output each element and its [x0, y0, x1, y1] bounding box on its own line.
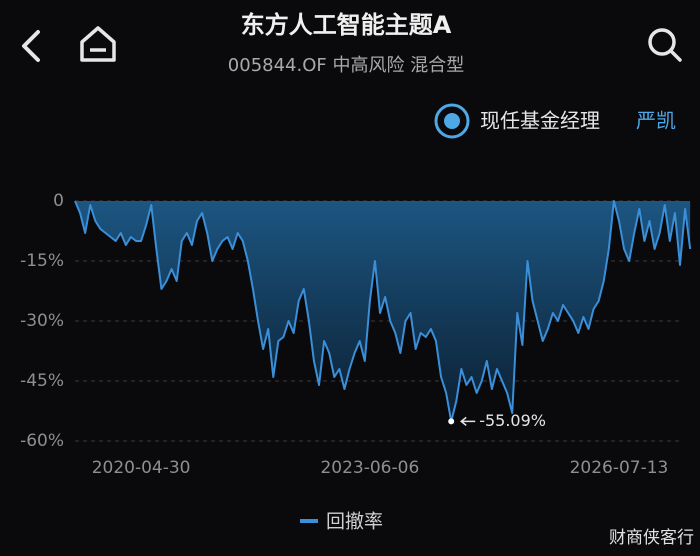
x-tick-label: 2023-06-06 — [320, 458, 419, 478]
search-button[interactable] — [648, 28, 682, 62]
min-point — [448, 418, 455, 425]
legend-label: 回撤率 — [326, 511, 383, 533]
fund-subtitle: 005844.OF 中高风险 混合型 — [228, 55, 464, 76]
drawdown-line — [74, 200, 692, 423]
annotation-arrow — [460, 416, 476, 426]
radio-outer — [434, 103, 470, 139]
chart: 0 -15% -30% -45% -60% 2020-04-30 2023-06-06 202… — [20, 191, 692, 478]
manager-name[interactable]: 严凯 — [636, 109, 676, 133]
drawdown-area — [75, 201, 691, 422]
watermark: 财商侠客行 — [609, 528, 694, 548]
annotation: -55.09% — [479, 411, 546, 430]
back-button[interactable] — [22, 30, 40, 62]
y-tick-label: -30% — [20, 311, 64, 331]
y-tick-label: -60% — [20, 431, 64, 451]
legend-swatch — [300, 519, 318, 523]
manager-toggle[interactable] — [434, 103, 470, 139]
y-tick-label: 0 — [53, 191, 64, 211]
manager-label: 现任基金经理 — [480, 109, 600, 133]
y-tick-label: -45% — [20, 371, 64, 391]
fund-title: 东方人工智能主题A — [241, 11, 452, 39]
y-tick-label: -15% — [20, 251, 64, 271]
x-tick-label: 2020-04-30 — [92, 458, 191, 478]
radio-inner — [444, 113, 460, 129]
x-tick-label: 2026-07-13 — [570, 458, 669, 478]
home-button[interactable] — [80, 26, 116, 62]
